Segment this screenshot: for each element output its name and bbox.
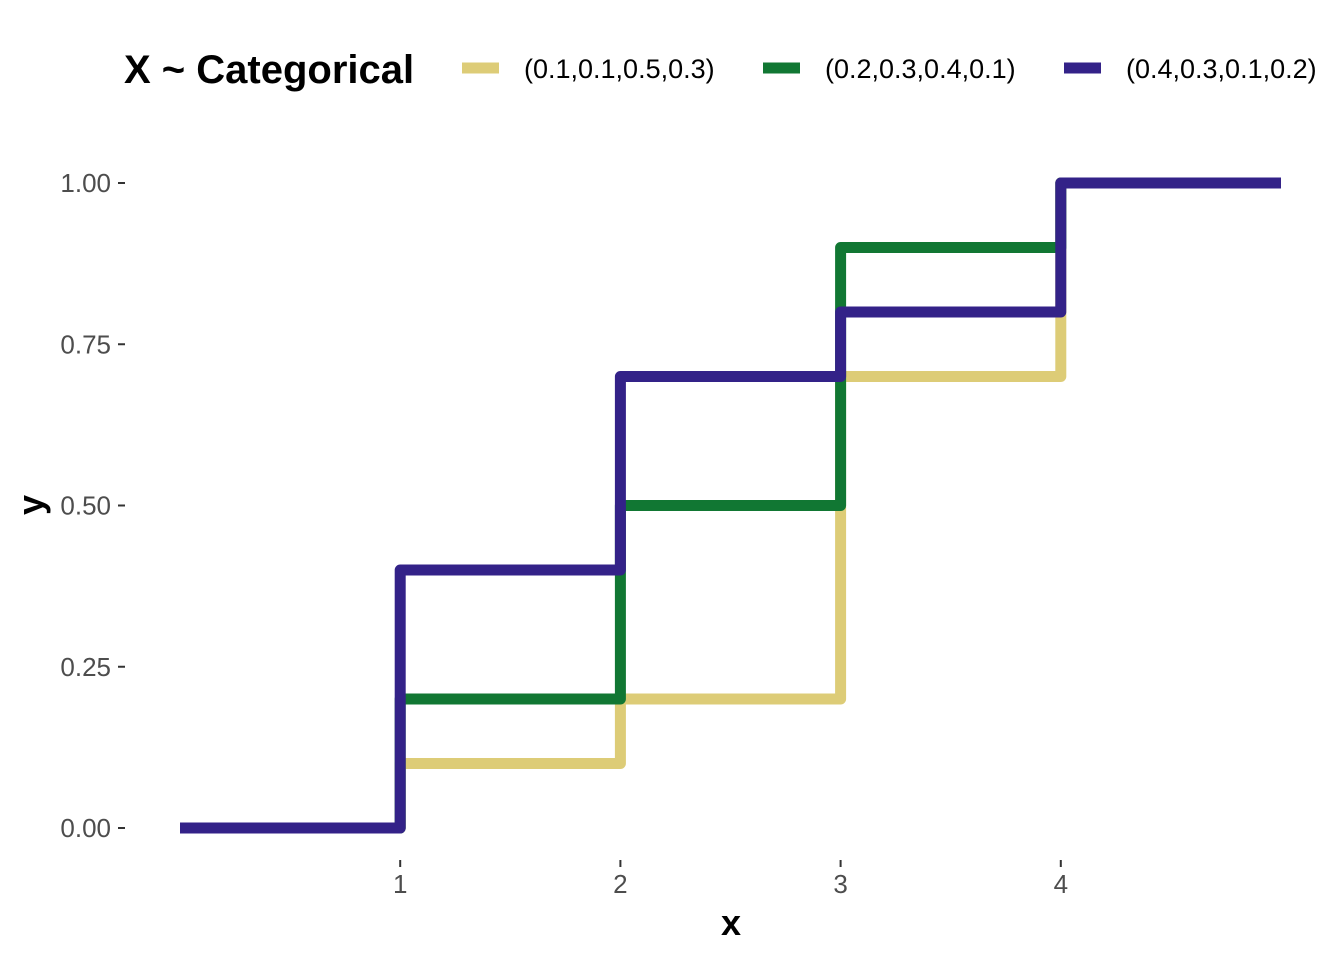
x-tick-label: 2 — [613, 869, 627, 899]
y-axis: 0.00 0.25 0.50 0.75 1.00 — [60, 168, 125, 843]
series-line-2 — [180, 177, 1281, 834]
x-tick-label: 4 — [1054, 869, 1068, 899]
legend-label-3: (0.4,0.3,0.1,0.2) — [1126, 54, 1317, 84]
y-tick-label: 0.00 — [60, 813, 111, 843]
series-line-3 — [180, 177, 1281, 834]
legend-label-2: (0.2,0.3,0.4,0.1) — [825, 54, 1016, 84]
y-tick-label: 0.75 — [60, 329, 111, 359]
y-tick-label: 1.00 — [60, 168, 111, 198]
x-tick-label: 1 — [393, 869, 407, 899]
legend-label-1: (0.1,0.1,0.5,0.3) — [524, 54, 715, 84]
x-tick-label: 3 — [833, 869, 847, 899]
y-tick-label: 0.25 — [60, 652, 111, 682]
plot-area — [180, 177, 1281, 834]
y-tick-label: 0.50 — [60, 491, 111, 521]
legend: X ~ Categorical (0.1,0.1,0.5,0.3) (0.2,0.… — [124, 48, 1317, 92]
legend-title: X ~ Categorical — [124, 48, 414, 92]
x-axis-title: x — [721, 902, 741, 943]
x-axis: 1 2 3 4 — [393, 860, 1068, 899]
y-axis-title: y — [10, 495, 51, 515]
